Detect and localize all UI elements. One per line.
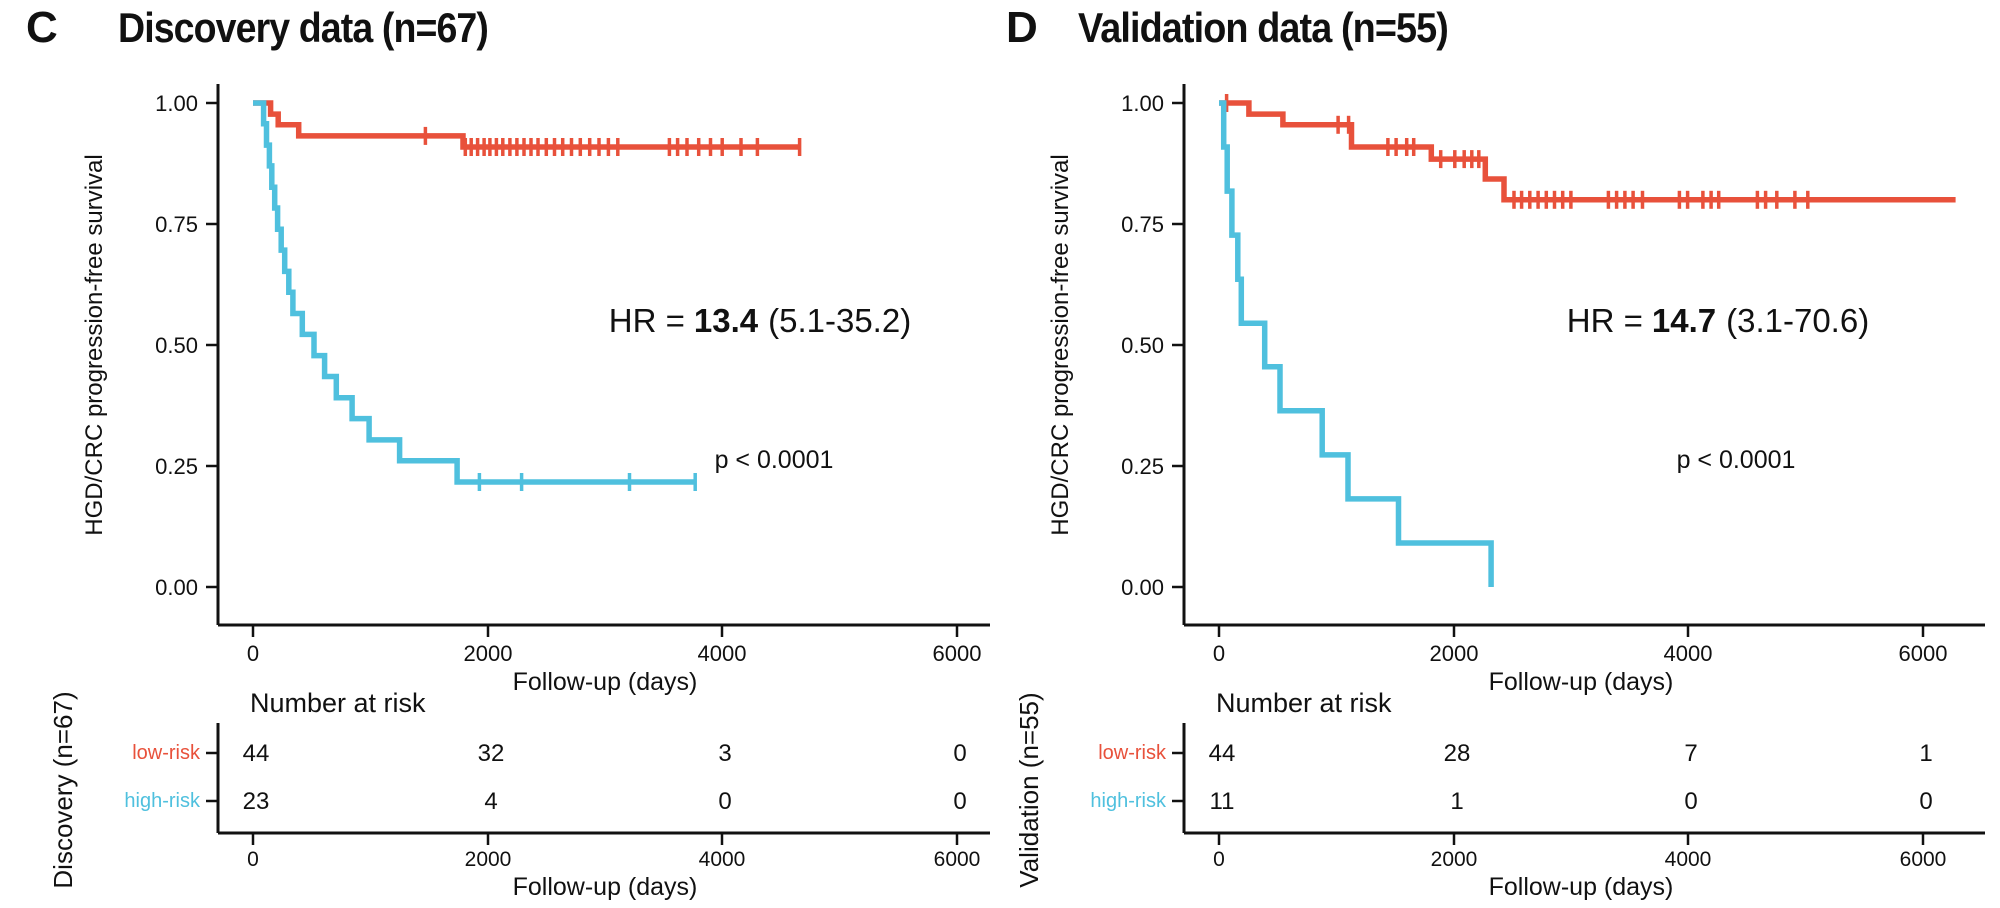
svg-text:0: 0 [247, 848, 259, 871]
p-value-annotation: p < 0.0001 [715, 446, 834, 474]
svg-text:0.00: 0.00 [1121, 575, 1164, 600]
risk-y-axis-title: Validation (n=55) [1014, 692, 1044, 887]
y-tick-labels: 1.00 0.75 0.50 0.25 0.00 [155, 91, 198, 600]
svg-text:0.50: 0.50 [155, 333, 198, 358]
svg-text:4000: 4000 [699, 848, 746, 871]
x-tick-labels: 0 2000 4000 6000 [1213, 641, 1948, 666]
svg-text:4000: 4000 [698, 641, 747, 666]
svg-text:32: 32 [478, 740, 505, 767]
risk-row-label-high: high-risk [124, 790, 201, 812]
risk-row-label-high: high-risk [1090, 790, 1167, 812]
panel-title: Validation data (n=55) [1078, 4, 1448, 51]
y-tick-labels: 1.00 0.75 0.50 0.25 0.00 [1121, 91, 1164, 600]
svg-text:4000: 4000 [1664, 641, 1713, 666]
panel-letter: C [26, 3, 57, 52]
svg-text:0.50: 0.50 [1121, 333, 1164, 358]
y-axis-title: HGD/CRC progression-free survival [81, 154, 108, 535]
svg-text:2000: 2000 [465, 848, 512, 871]
svg-text:0.25: 0.25 [1121, 454, 1164, 479]
hazard-ratio-annotation: HR = 14.7 (3.1-70.6) [1567, 302, 1869, 339]
svg-text:0: 0 [1919, 788, 1932, 815]
panel-validation: D Validation data (n=55) 1.00 0.75 0.50 … [1006, 3, 1985, 901]
svg-text:7: 7 [1684, 740, 1697, 767]
risk-numbers-high: 23 4 0 0 [243, 788, 967, 815]
risk-table-header: Number at risk [250, 688, 426, 718]
svg-text:0.75: 0.75 [1121, 212, 1164, 237]
svg-text:6000: 6000 [933, 641, 982, 666]
svg-text:2000: 2000 [1430, 641, 1479, 666]
x-tick-labels: 0 2000 4000 6000 [247, 641, 982, 666]
risk-y-axis-title: Discovery (n=67) [48, 691, 78, 888]
svg-text:6000: 6000 [1900, 848, 1947, 871]
risk-tick-labels: 0 2000 4000 6000 [247, 848, 980, 871]
y-axis-ticks [1172, 101, 1184, 589]
svg-text:23: 23 [243, 788, 270, 815]
svg-text:1: 1 [1919, 740, 1932, 767]
svg-text:0.00: 0.00 [155, 575, 198, 600]
p-value-annotation: p < 0.0001 [1677, 446, 1796, 474]
svg-text:28: 28 [1444, 740, 1471, 767]
x-axis-ticks [251, 625, 959, 637]
panel-title: Discovery data (n=67) [118, 4, 488, 51]
svg-text:0.25: 0.25 [155, 454, 198, 479]
svg-text:0: 0 [953, 740, 966, 767]
km-curve-high-risk [253, 100, 697, 485]
svg-text:1.00: 1.00 [1121, 91, 1164, 116]
risk-axis-ticks [206, 751, 959, 845]
risk-row-label-low: low-risk [1098, 742, 1167, 764]
svg-text:1: 1 [1450, 788, 1463, 815]
svg-text:3: 3 [718, 740, 731, 767]
y-axis-ticks [206, 101, 218, 589]
x-axis-title: Follow-up (days) [513, 668, 698, 696]
svg-text:11: 11 [1210, 788, 1235, 815]
km-curve-low-risk [253, 100, 801, 150]
svg-text:4: 4 [484, 788, 497, 815]
risk-table-header: Number at risk [1216, 688, 1392, 718]
x-axis-title: Follow-up (days) [1489, 668, 1674, 696]
risk-row-label-low: low-risk [132, 742, 201, 764]
svg-text:0: 0 [1684, 788, 1697, 815]
risk-numbers-low: 44 28 7 1 [1209, 740, 1933, 767]
svg-text:0: 0 [718, 788, 731, 815]
svg-text:2000: 2000 [464, 641, 513, 666]
svg-text:44: 44 [243, 740, 270, 767]
panel-letter: D [1006, 3, 1037, 52]
svg-text:0: 0 [247, 641, 259, 666]
svg-text:6000: 6000 [1899, 641, 1948, 666]
svg-text:2000: 2000 [1431, 848, 1478, 871]
svg-text:44: 44 [1209, 740, 1236, 767]
svg-text:0: 0 [1213, 848, 1225, 871]
risk-axis-ticks [1172, 751, 1925, 845]
risk-numbers-high: 11 1 0 0 [1210, 788, 1933, 815]
svg-text:6000: 6000 [934, 848, 981, 871]
km-curves [1219, 94, 1956, 587]
km-curve-high-risk [1219, 100, 1494, 587]
hazard-ratio-annotation: HR = 13.4 (5.1-35.2) [609, 302, 911, 339]
risk-x-axis-title: Follow-up (days) [513, 873, 698, 901]
panel-discovery: C Discovery data (n=67) 1.00 0.75 0.50 0… [26, 3, 990, 901]
risk-tick-labels: 0 2000 4000 6000 [1213, 848, 1946, 871]
y-axis-title: HGD/CRC progression-free survival [1047, 154, 1074, 535]
x-axis-ticks [1217, 625, 1925, 637]
risk-x-axis-title: Follow-up (days) [1489, 873, 1674, 901]
svg-text:0: 0 [953, 788, 966, 815]
km-curve-low-risk [1219, 100, 1956, 203]
risk-numbers-low: 44 32 3 0 [243, 740, 967, 767]
km-curves [253, 100, 802, 491]
svg-text:1.00: 1.00 [155, 91, 198, 116]
svg-text:0: 0 [1213, 641, 1225, 666]
svg-text:4000: 4000 [1665, 848, 1712, 871]
svg-text:0.75: 0.75 [155, 212, 198, 237]
